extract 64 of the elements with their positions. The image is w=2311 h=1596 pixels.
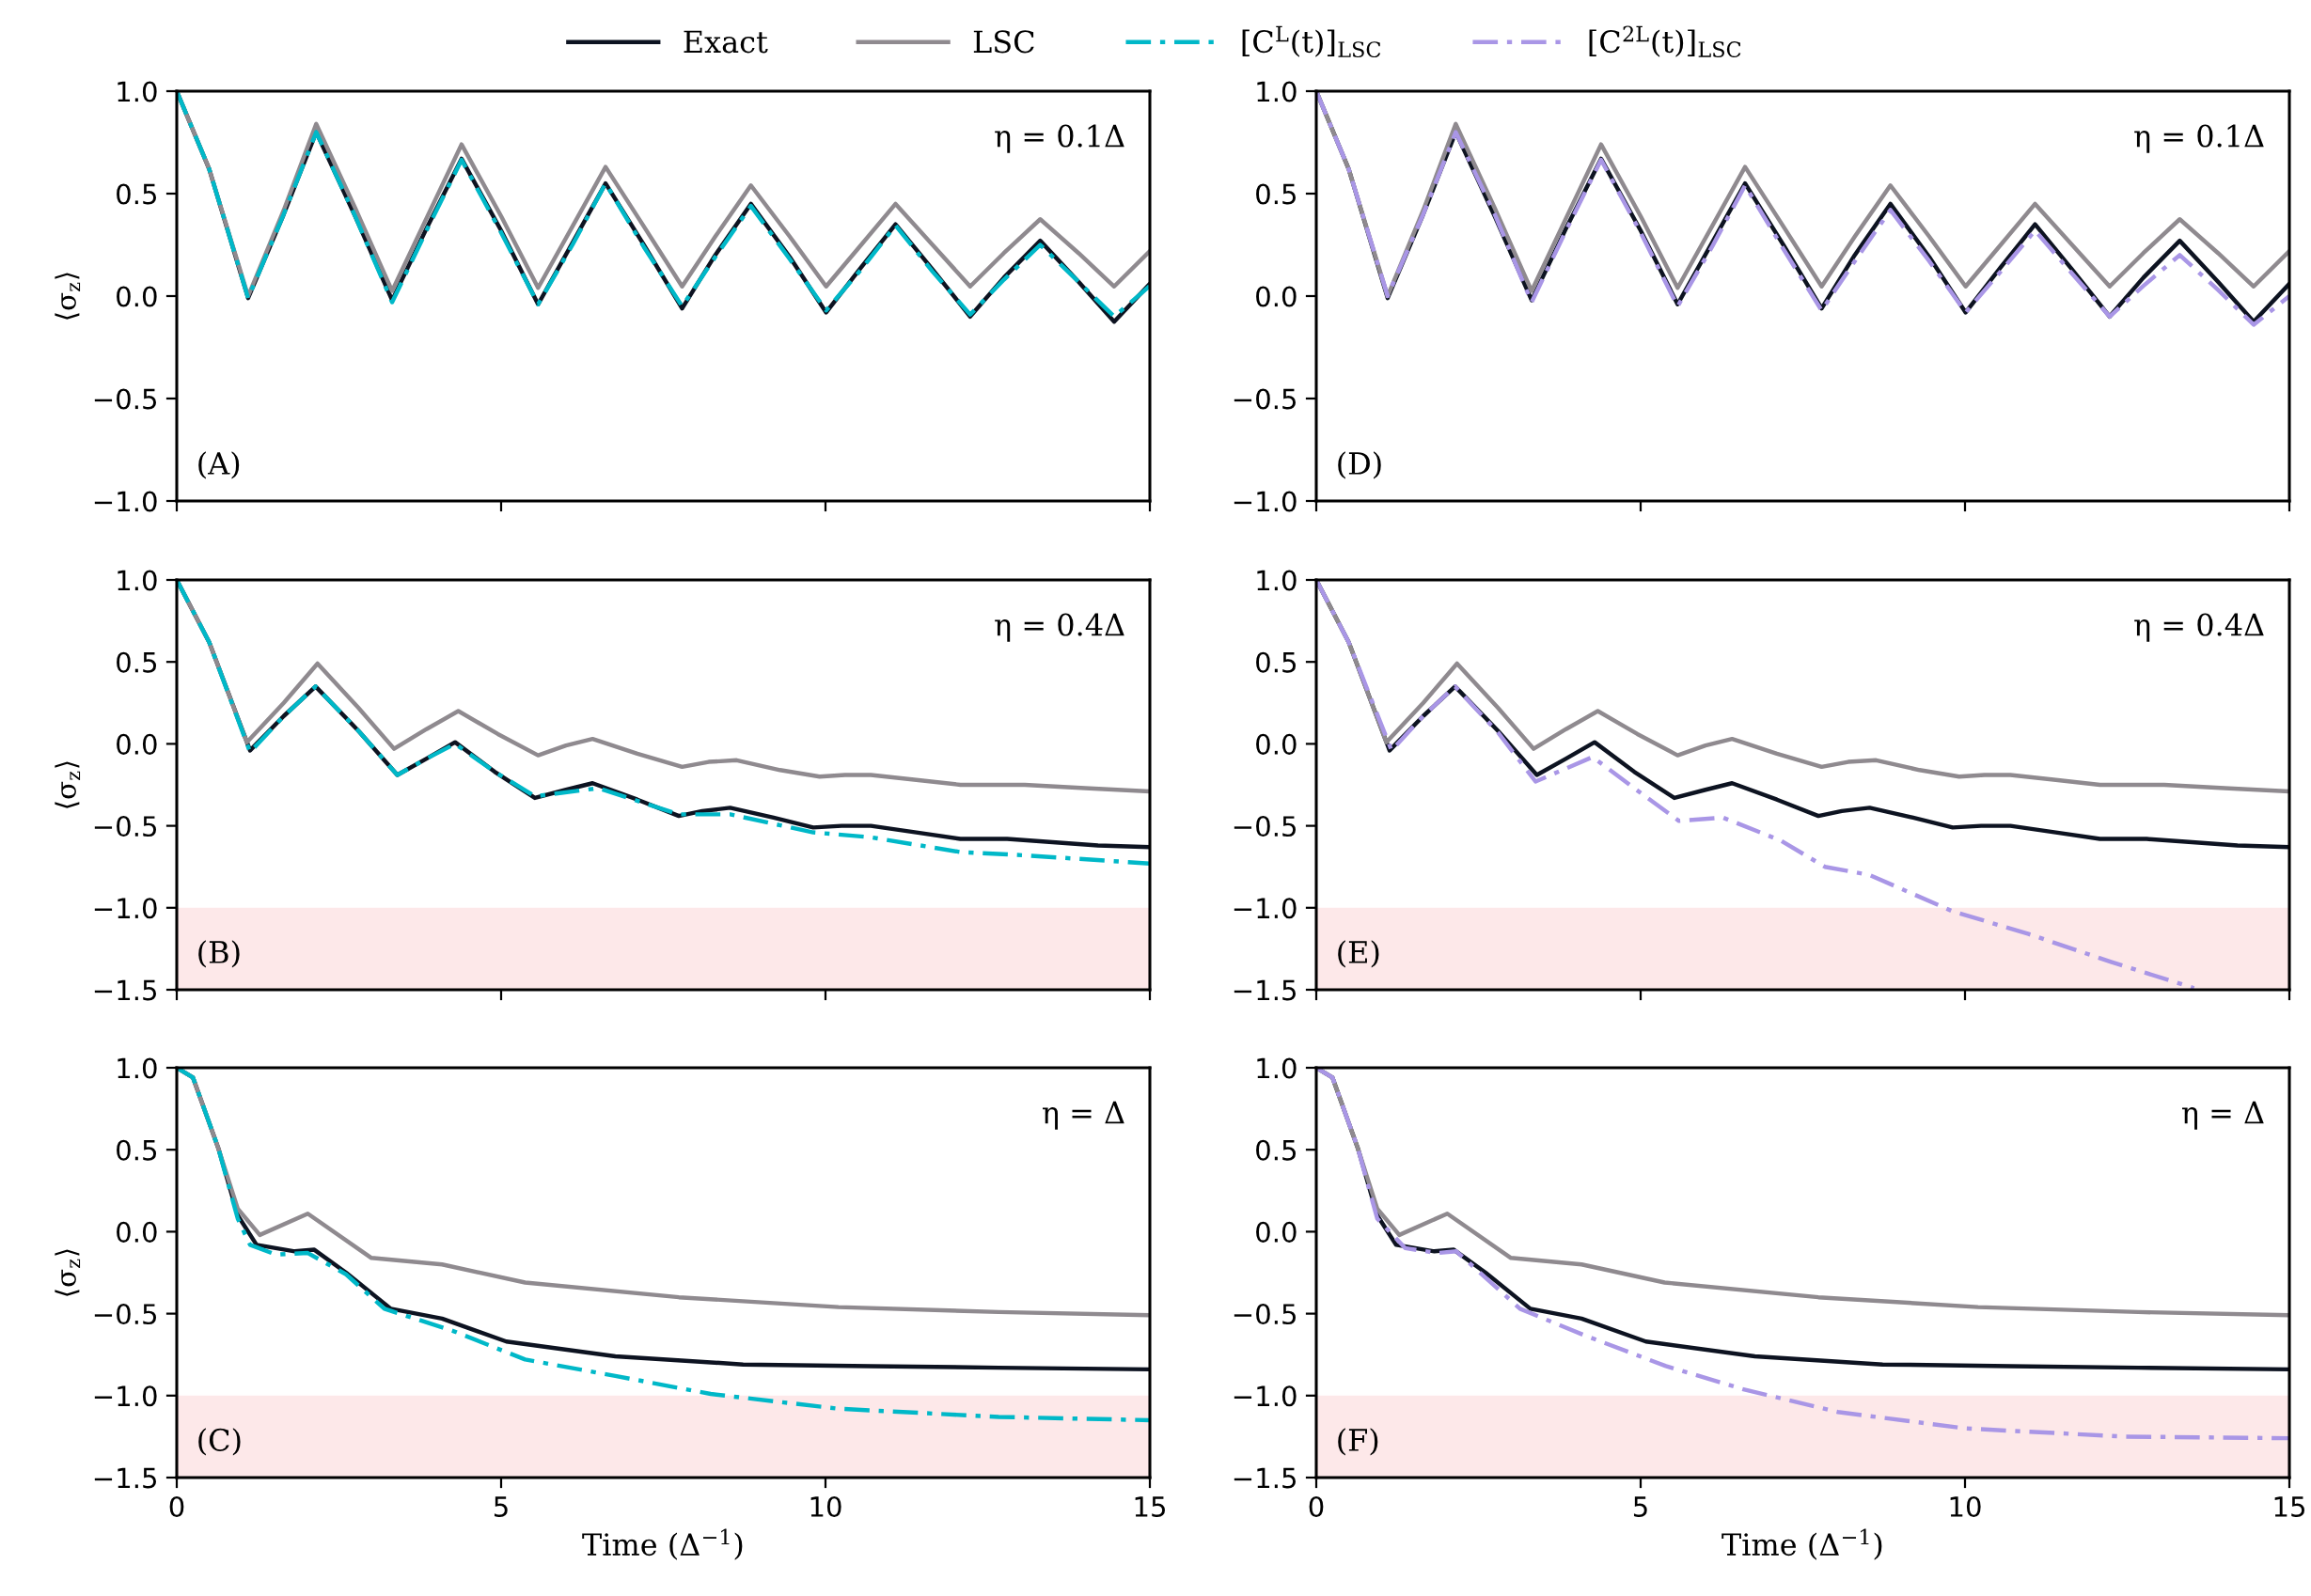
y-tick-label: 0.0: [1256, 286, 1297, 307]
y-tick-label: −1.0: [1234, 491, 1297, 512]
y-tick-label: −1.5: [1234, 1467, 1297, 1489]
y-tick-label: −1.5: [1234, 979, 1297, 1001]
y-axis-title: ⟨σ$_{z}$⟩: [55, 1249, 81, 1296]
y-tick-label: −0.5: [1234, 388, 1297, 410]
y-tick-label: 1.0: [1257, 570, 1297, 591]
y-tick-label: 0.5: [117, 651, 157, 673]
y-tick-label: 0.5: [1256, 1139, 1297, 1161]
annotation: η = 0.1Δ: [2134, 124, 2264, 153]
y-tick-label: −1.5: [94, 1467, 157, 1489]
annotation: η = Δ: [1043, 1101, 1124, 1130]
x-tick-label: 5: [1633, 1496, 1647, 1518]
annotation: (D): [1338, 451, 1381, 479]
y-axis-title: ⟨σ$_{z}$⟩: [55, 273, 81, 320]
annotation: (B): [198, 940, 240, 968]
y-tick-label: −0.5: [94, 1304, 157, 1325]
y-tick-label: 1.0: [118, 81, 157, 102]
x-tick-label: 5: [494, 1496, 508, 1518]
x-tick-label: 15: [1135, 1496, 1166, 1518]
y-tick-label: 0.5: [1256, 183, 1297, 205]
annotation: η = 0.1Δ: [995, 124, 1124, 153]
y-tick-label: −1.0: [94, 1385, 157, 1407]
x-axis-title: Time (Δ$^{−1}$): [582, 1528, 743, 1560]
annotation: (A): [198, 451, 240, 479]
y-tick-label: 0.0: [117, 733, 157, 755]
y-tick-label: 0.5: [117, 183, 157, 205]
legend-label: LSC: [973, 30, 1034, 54]
annotation: η = 0.4Δ: [2134, 613, 2264, 642]
x-axis-title: Time (Δ$^{−1}$): [1721, 1528, 1882, 1560]
x-tick-label: 15: [2274, 1496, 2305, 1518]
y-tick-label: −0.5: [1234, 816, 1297, 837]
y-tick-label: 1.0: [1257, 1057, 1297, 1079]
y-tick-label: −0.5: [1234, 1304, 1297, 1325]
y-tick-label: 0.5: [117, 1139, 157, 1161]
y-tick-label: 1.0: [1257, 81, 1297, 102]
annotation: (C): [198, 1428, 241, 1456]
legend-label: [C$^{L}$(t)]$_{LSC}$: [1242, 25, 1381, 58]
x-tick-label: 0: [1309, 1495, 1324, 1518]
y-tick-label: −1.5: [94, 979, 157, 1001]
y-tick-label: −1.0: [94, 898, 157, 919]
y-tick-label: −1.0: [1234, 898, 1297, 919]
y-tick-label: 0.0: [1256, 733, 1297, 755]
y-tick-label: 0.5: [1256, 651, 1297, 673]
y-tick-label: 1.0: [118, 570, 157, 591]
y-tick-label: −0.5: [94, 816, 157, 837]
y-axis-title: ⟨σ$_{z}$⟩: [55, 761, 81, 808]
annotation: η = 0.4Δ: [995, 613, 1124, 642]
x-tick-label: 10: [810, 1495, 841, 1518]
legend-label: [C$^{2L}$(t)]$_{LSC}$: [1589, 25, 1741, 58]
y-tick-label: 0.0: [117, 286, 157, 307]
y-tick-label: 1.0: [118, 1057, 157, 1079]
line-series: [1316, 580, 2196, 990]
annotation: η = Δ: [2182, 1101, 2264, 1130]
annotation: (F): [1338, 1428, 1378, 1456]
x-tick-label: 10: [1950, 1495, 1981, 1518]
y-tick-label: −1.0: [1234, 1385, 1297, 1407]
annotation: (E): [1338, 940, 1379, 968]
y-tick-label: −1.0: [94, 491, 157, 512]
legend-label: Exact: [684, 30, 768, 54]
x-tick-label: 0: [169, 1495, 184, 1518]
y-tick-label: −0.5: [94, 388, 157, 410]
y-tick-label: 0.0: [117, 1221, 157, 1243]
y-tick-label: 0.0: [1256, 1221, 1297, 1243]
